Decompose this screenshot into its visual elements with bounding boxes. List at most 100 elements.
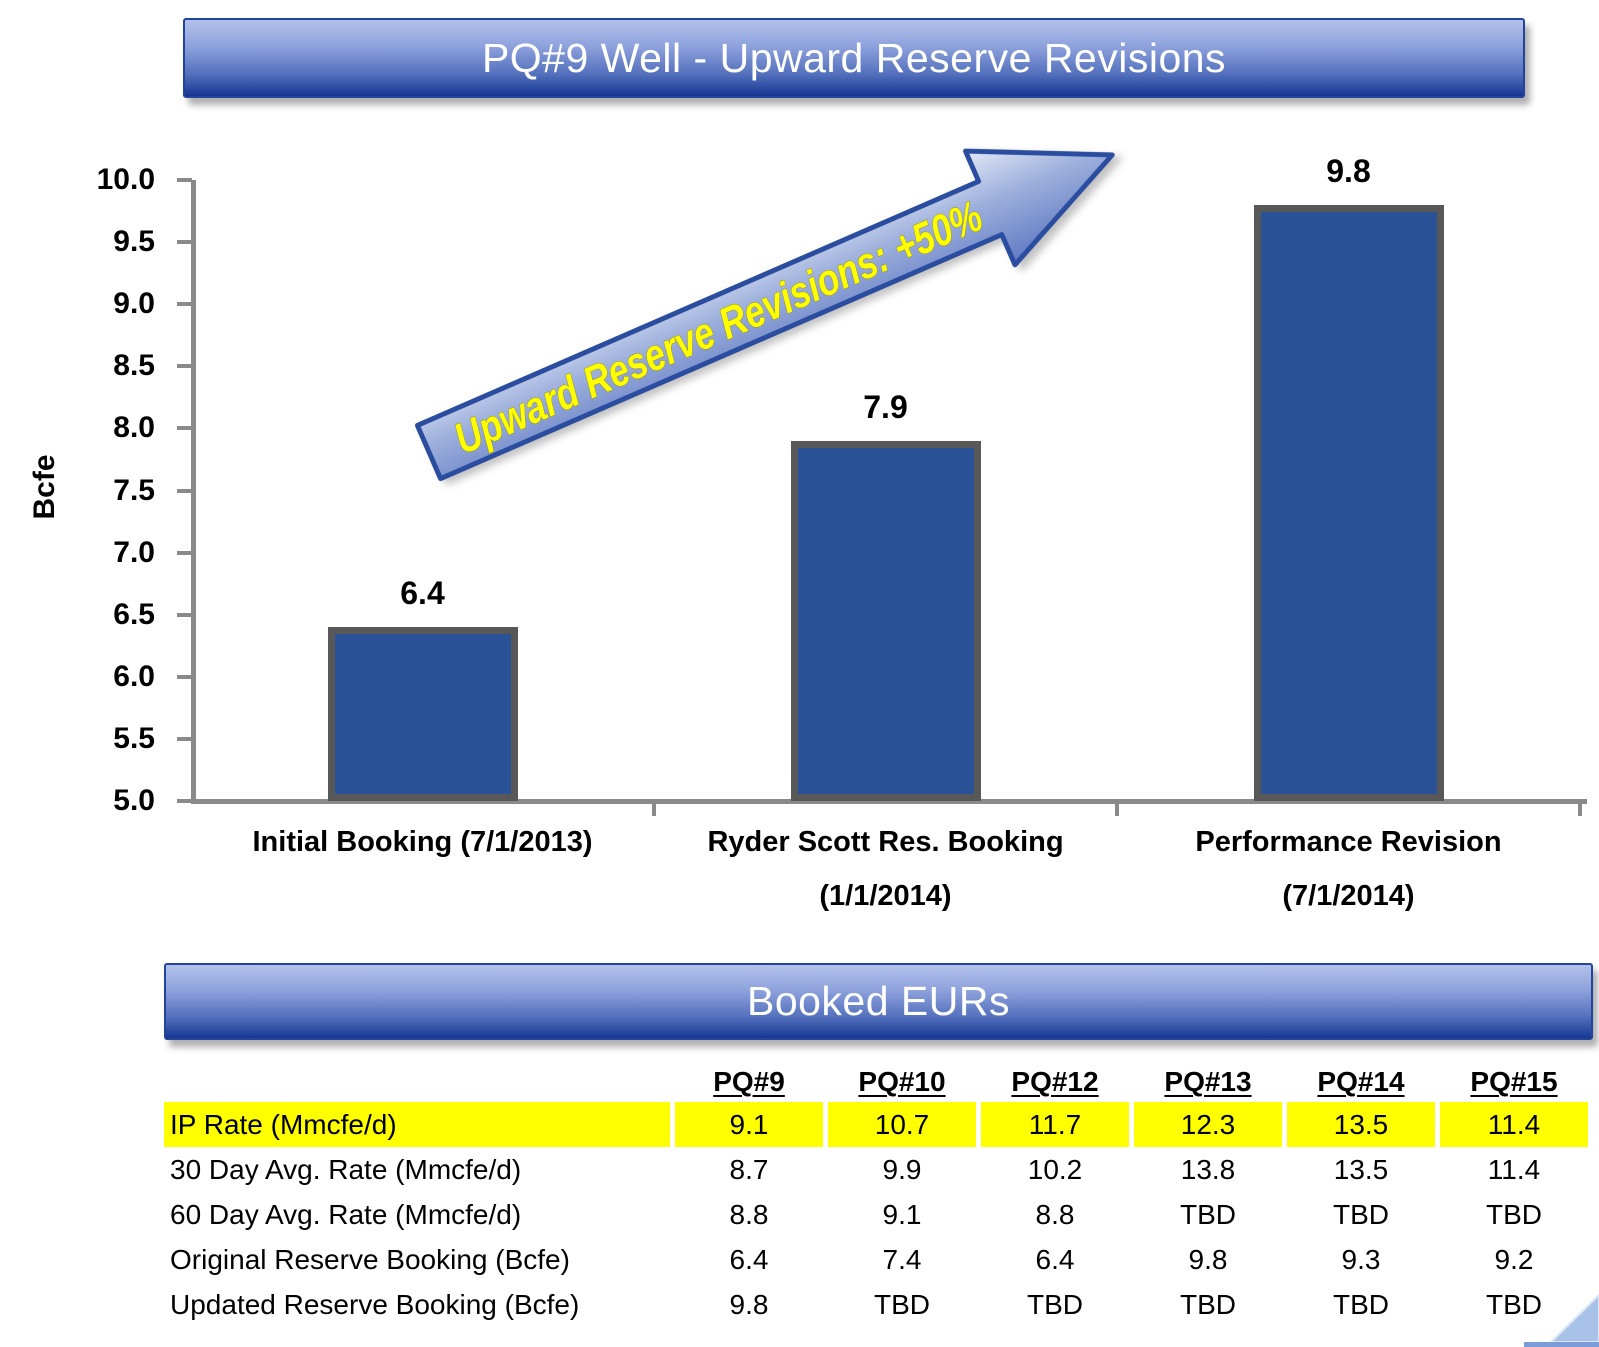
- table-cell: 6.4: [729, 1243, 769, 1275]
- table-column-header-text: PQ#9: [713, 1066, 785, 1097]
- table-row-label: Original Reserve Booking (Bcfe): [170, 1243, 570, 1275]
- table-cell: TBD: [1333, 1288, 1389, 1320]
- table-cell: 9.9: [882, 1153, 922, 1185]
- y-tick-mark: [177, 240, 192, 245]
- y-tick-label: 8.0: [113, 411, 155, 445]
- y-tick-mark: [177, 612, 192, 617]
- y-tick-label: 5.5: [113, 721, 155, 755]
- table-cell: TBD: [1180, 1288, 1236, 1320]
- table-cell: 9.3: [1341, 1243, 1381, 1275]
- table-cell: TBD: [874, 1288, 930, 1320]
- x-category-label: Ryder Scott Res. Booking (1/1/2014): [654, 815, 1117, 923]
- table-cell: TBD: [1180, 1198, 1236, 1230]
- table-row-label: IP Rate (Mmcfe/d): [164, 1102, 670, 1147]
- block-arrow-shape: [414, 148, 1115, 482]
- table-title: Booked EURs: [746, 978, 1010, 1024]
- bar: [327, 627, 518, 801]
- table-column-header: PQ#13: [1134, 1058, 1282, 1102]
- table-cell: 8.8: [1035, 1198, 1075, 1230]
- table-cell: 9.1: [675, 1102, 823, 1147]
- table-cell: 6.4: [1035, 1243, 1075, 1275]
- y-tick-mark: [177, 364, 192, 369]
- table-column-header: PQ#15: [1440, 1058, 1588, 1102]
- table-cell: 10.2: [1027, 1153, 1083, 1185]
- x-axis-line: [191, 799, 1587, 804]
- table-cell: 10.7: [828, 1102, 976, 1147]
- y-tick-label: 5.0: [113, 784, 155, 817]
- y-tick-mark: [177, 736, 192, 741]
- y-tick-label: 8.5: [113, 349, 155, 383]
- table-cell: TBD: [1027, 1288, 1083, 1320]
- table-row-label: 30 Day Avg. Rate (Mmcfe/d): [170, 1153, 522, 1185]
- y-tick-mark: [177, 302, 192, 307]
- y-tick-mark: [177, 550, 192, 555]
- table-cell: 11.4: [1440, 1102, 1588, 1147]
- x-category-label-line: (1/1/2014): [819, 880, 952, 912]
- table-column-header: PQ#14: [1287, 1058, 1435, 1102]
- y-tick-mark: [177, 488, 192, 493]
- table-cell: 12.3: [1134, 1102, 1282, 1147]
- table-cell: 9.1: [882, 1198, 922, 1230]
- table-column-header-text: PQ#10: [858, 1066, 946, 1097]
- table-row-label: 60 Day Avg. Rate (Mmcfe/d): [170, 1198, 522, 1230]
- table-cell: 11.7: [981, 1102, 1129, 1147]
- table-column-header-text: PQ#14: [1317, 1066, 1405, 1097]
- bar: [1253, 204, 1444, 801]
- y-tick-mark: [177, 426, 192, 431]
- y-tick-label: 10.0: [96, 163, 155, 196]
- table-cell: TBD: [1486, 1288, 1542, 1320]
- table-column-header-text: PQ#12: [1011, 1066, 1099, 1097]
- table-cell: 8.7: [729, 1153, 769, 1185]
- x-tick-mark: [652, 803, 656, 816]
- table-column-header: PQ#9: [675, 1058, 823, 1102]
- table-column-header: PQ#10: [828, 1058, 976, 1102]
- chart-title: PQ#9 Well - Upward Reserve Revisions: [481, 34, 1227, 81]
- x-category-label-line: Initial Booking (7/1/2013): [252, 826, 593, 858]
- x-tick-mark: [1115, 803, 1119, 816]
- x-category-label-line: Performance Revision: [1195, 826, 1502, 858]
- x-category-label-line: (7/1/2014): [1282, 880, 1415, 912]
- table-cell: 13.8: [1180, 1153, 1236, 1185]
- corner-bottom-strip: [1524, 1342, 1599, 1347]
- table-cell: 13.5: [1333, 1153, 1389, 1185]
- x-category-label: Initial Booking (7/1/2013): [191, 815, 654, 869]
- y-axis-tick-labels: 10.0 9.5 9.0 8.5 8.0 7.5 7.0 6.5 6.0 5.5 5.0: [0, 0, 155, 1347]
- booked-eurs-table: PQ#9 PQ#10 PQ#12 PQ#13 PQ#14 PQ#15 IP Rate (Mm…: [164, 1058, 1588, 1327]
- y-tick-mark: [177, 674, 192, 679]
- table-column-header-text: PQ#15: [1470, 1066, 1558, 1097]
- y-tick-mark: [177, 178, 192, 182]
- table-cell: 8.8: [729, 1198, 769, 1230]
- y-tick-label: 9.5: [113, 225, 155, 259]
- table-cell: 13.5: [1287, 1102, 1435, 1147]
- upward-arrow-annotation: Upward Reserve Revisions: +50%: [414, 148, 1115, 482]
- table-cell: TBD: [1333, 1198, 1389, 1230]
- y-tick-label: 7.0: [113, 535, 155, 569]
- table-title-banner: Booked EURs: [164, 963, 1593, 1040]
- bar: [790, 440, 981, 801]
- corner-triangle-icon: [1548, 1293, 1599, 1343]
- table-column-header: PQ#12: [981, 1058, 1129, 1102]
- table-cell: TBD: [1486, 1198, 1542, 1230]
- y-tick-label: 6.0: [113, 659, 155, 693]
- y-tick-label: 7.5: [113, 473, 155, 507]
- y-tick-mark: [177, 799, 192, 803]
- x-tick-mark: [1578, 803, 1582, 816]
- table-cell: 7.4: [882, 1243, 922, 1275]
- table-cell: 9.8: [729, 1288, 769, 1320]
- table-cell: 9.8: [1188, 1243, 1228, 1275]
- y-tick-label: 9.0: [113, 287, 155, 321]
- bar-value-label: 6.4: [400, 575, 445, 612]
- bar-value-label: 7.9: [863, 388, 908, 425]
- y-axis-line: [191, 180, 196, 803]
- table-row-label: Updated Reserve Booking (Bcfe): [170, 1288, 580, 1320]
- y-tick-label: 6.5: [113, 597, 155, 631]
- table-cell: 11.4: [1487, 1153, 1541, 1185]
- x-category-label: Performance Revision (7/1/2014): [1117, 815, 1580, 923]
- bar-value-label: 9.8: [1326, 152, 1371, 189]
- chart-title-banner: PQ#9 Well - Upward Reserve Revisions: [183, 18, 1525, 98]
- table-cell: 9.2: [1494, 1243, 1534, 1275]
- table-column-header-text: PQ#13: [1164, 1066, 1252, 1097]
- x-category-label-line: Ryder Scott Res. Booking: [707, 826, 1064, 858]
